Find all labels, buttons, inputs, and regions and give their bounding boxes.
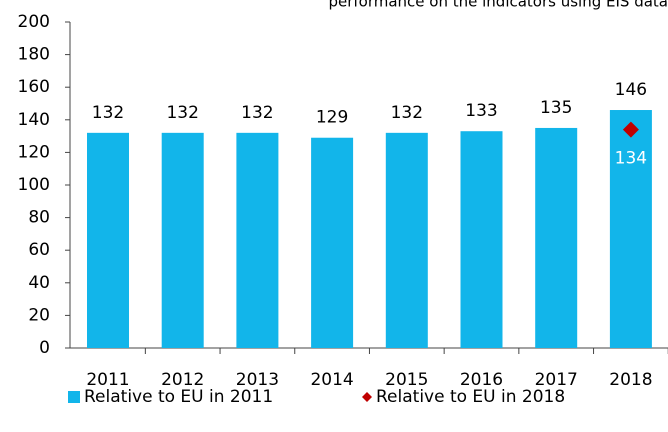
y-tick-label: 160 (18, 77, 50, 97)
bar (385, 132, 428, 348)
data-label: 133 (465, 101, 497, 121)
y-tick-label: 80 (28, 208, 50, 228)
bar (460, 131, 503, 348)
x-tick-label: 2018 (609, 370, 652, 390)
subtitle: performance on the indicators using EIS … (328, 0, 668, 11)
x-tick-label: 2011 (86, 370, 129, 390)
y-tick-label: 20 (28, 305, 50, 325)
legend-swatch (362, 392, 372, 402)
y-tick-label: 200 (18, 12, 50, 32)
legend-label: Relative to EU in 2011 (84, 387, 273, 407)
data-label: 132 (92, 103, 124, 123)
y-tick-label: 0 (39, 338, 50, 358)
data-label: 132 (241, 103, 273, 123)
y-tick-label: 140 (18, 110, 50, 130)
legend-label: Relative to EU in 2018 (376, 387, 565, 407)
data-label: 132 (166, 103, 198, 123)
y-tick-label: 60 (28, 240, 50, 260)
x-tick-label: 2015 (385, 370, 428, 390)
x-tick-label: 2012 (161, 370, 204, 390)
y-tick-label: 40 (28, 273, 50, 293)
data-label: 146 (615, 80, 647, 100)
x-tick-label: 2016 (460, 370, 503, 390)
marker (622, 121, 639, 138)
legend-swatch (68, 391, 80, 403)
bar (161, 132, 204, 348)
y-tick-label: 180 (18, 45, 50, 65)
y-tick-label: 100 (18, 175, 50, 195)
bar (311, 137, 354, 348)
bar (236, 132, 279, 348)
bar (535, 127, 578, 348)
bar (87, 132, 129, 348)
y-tick-label: 120 (18, 142, 50, 162)
x-tick-label: 2013 (236, 370, 279, 390)
x-tick-label: 2014 (310, 370, 353, 390)
data-label: 132 (391, 103, 423, 123)
data-label: 134 (615, 149, 647, 169)
data-label: 129 (316, 108, 348, 128)
bar (609, 110, 652, 349)
data-label: 135 (540, 98, 572, 118)
x-tick-label: 2017 (535, 370, 578, 390)
